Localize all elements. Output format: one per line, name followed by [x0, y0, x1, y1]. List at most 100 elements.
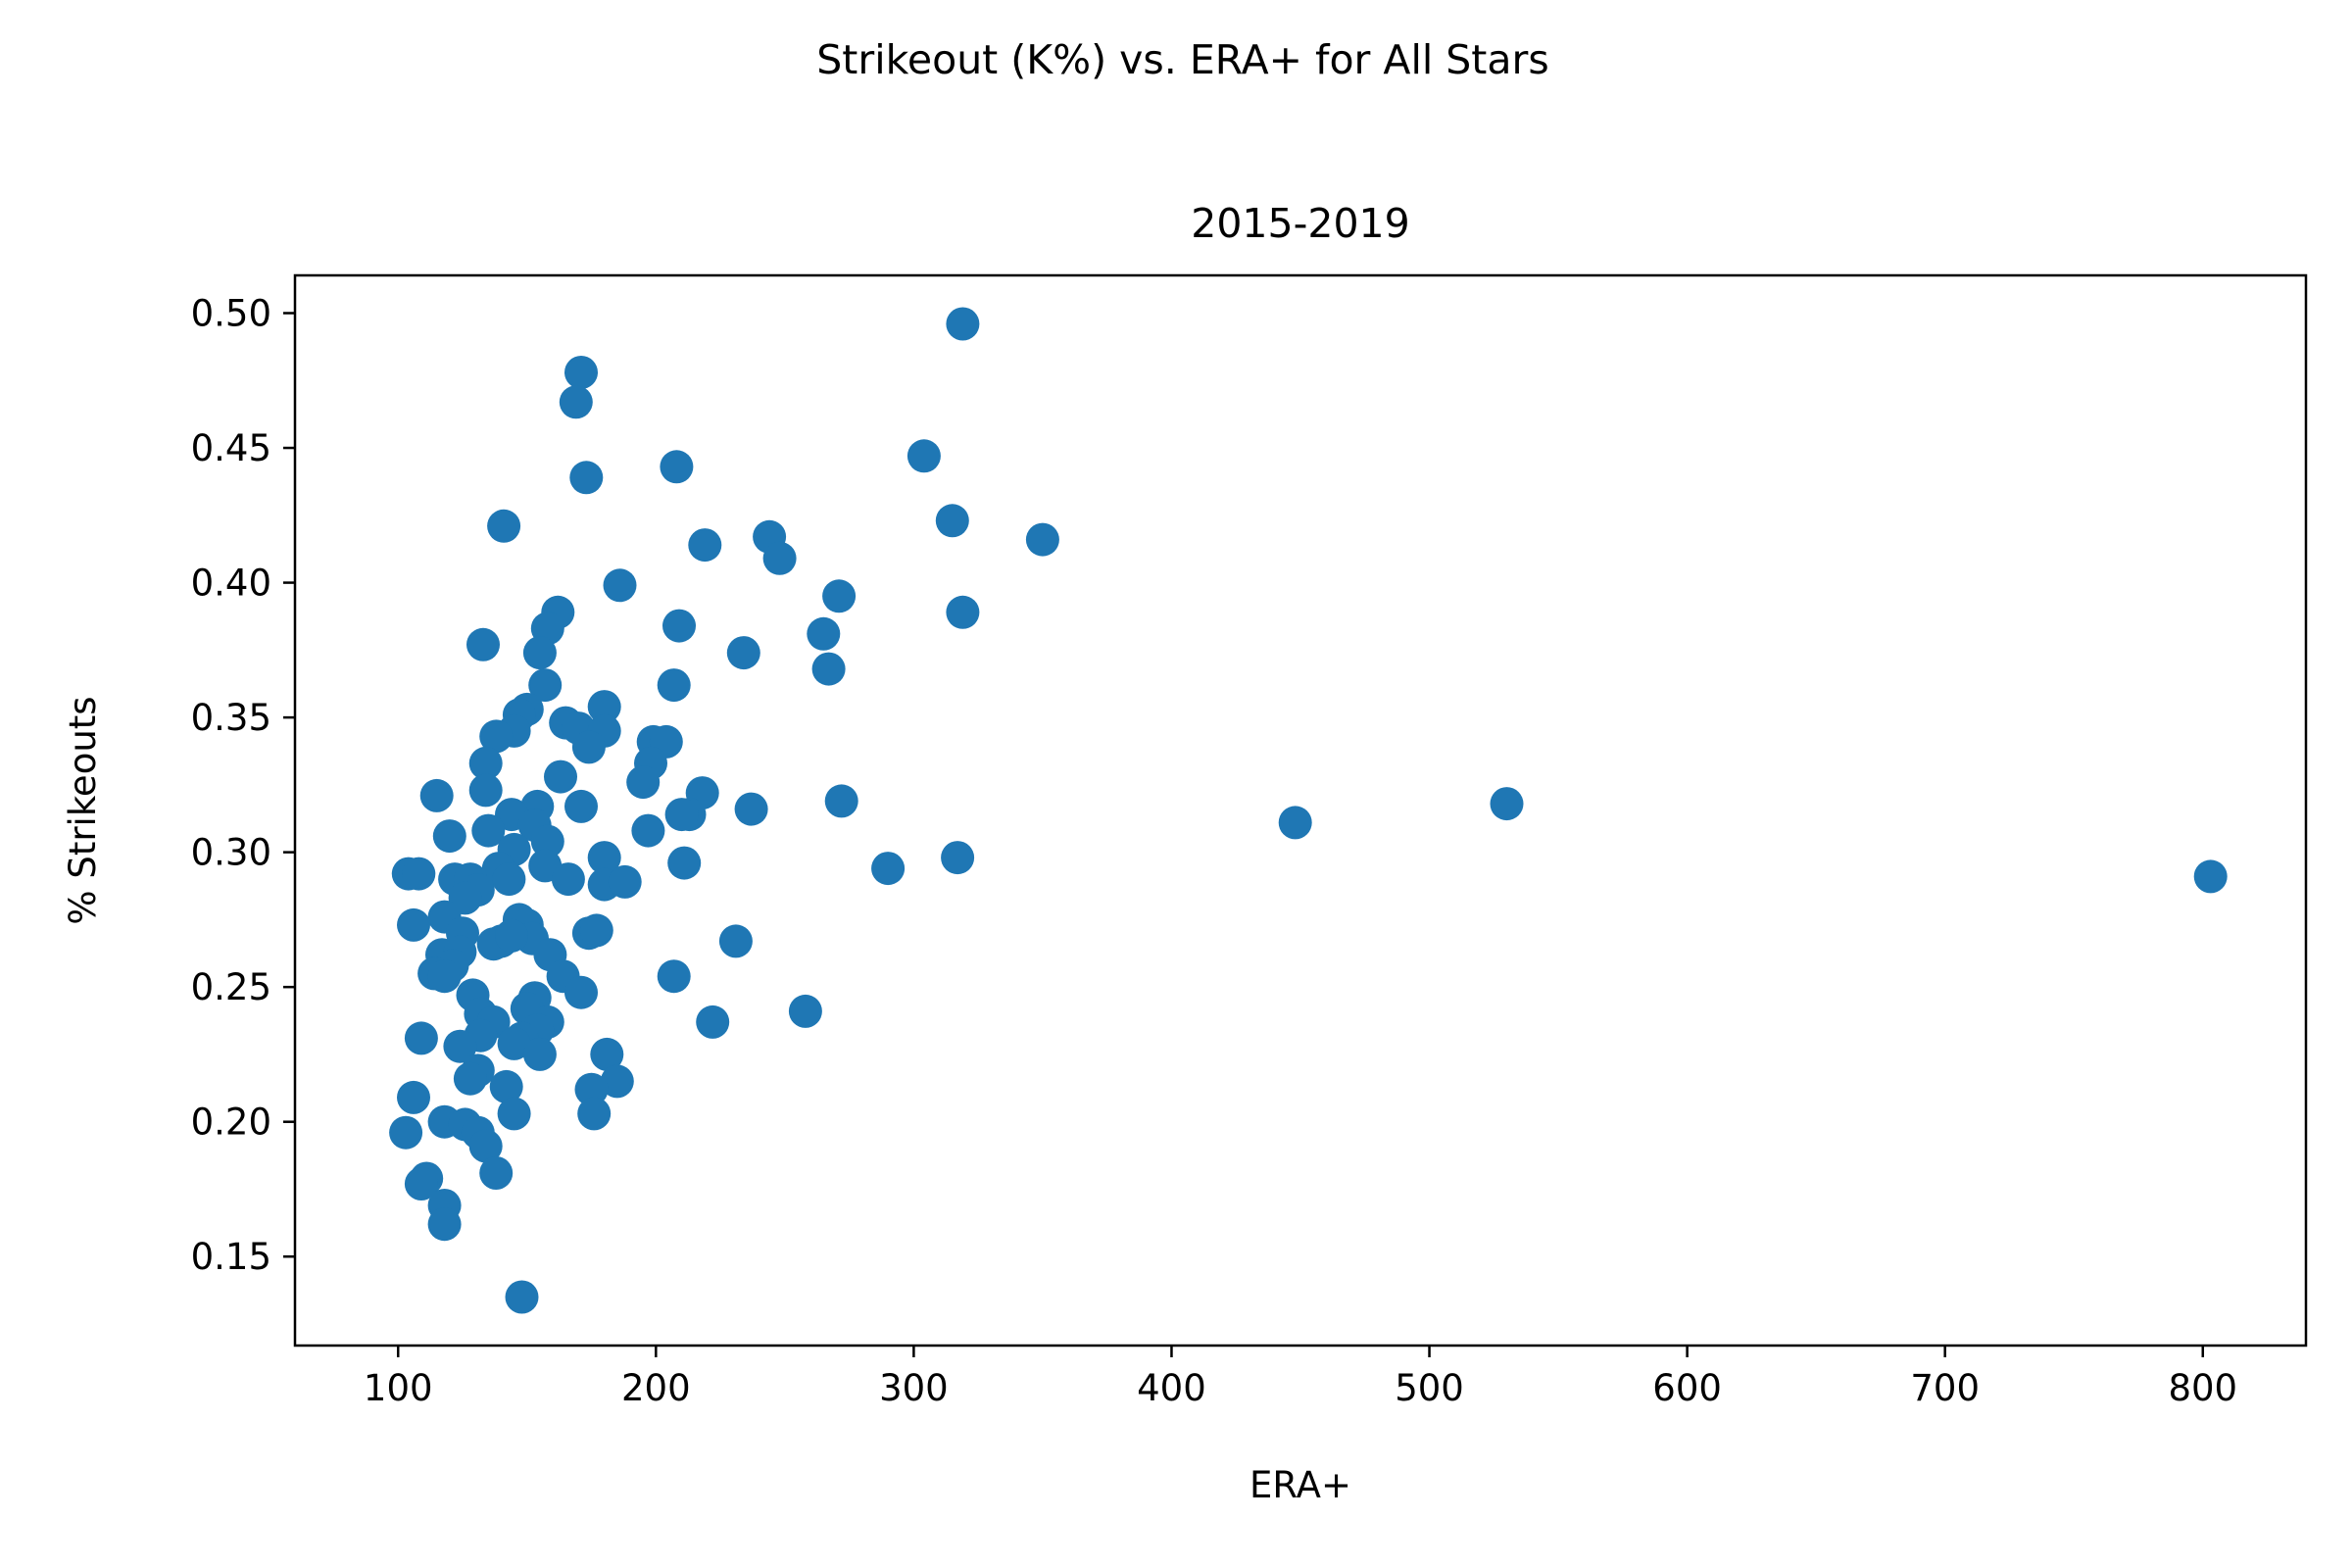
data-point — [718, 924, 753, 958]
data-point — [505, 1280, 539, 1314]
x-tick-label: 700 — [1910, 1367, 1980, 1409]
data-point — [389, 1115, 423, 1150]
data-point — [1490, 787, 1524, 821]
data-point — [564, 789, 598, 823]
data-point — [631, 813, 665, 848]
data-point — [564, 356, 598, 389]
data-point — [479, 1156, 514, 1190]
data-point — [726, 636, 760, 670]
plot-area — [293, 273, 2308, 1348]
data-point — [453, 1061, 487, 1096]
data-point — [466, 627, 500, 662]
data-point — [571, 730, 606, 764]
data-point — [427, 959, 462, 994]
data-point — [664, 798, 699, 832]
data-point — [497, 1026, 531, 1060]
data-point — [492, 862, 526, 897]
y-tick-label: 0.40 — [191, 563, 271, 605]
data-point — [603, 568, 637, 603]
data-point — [608, 864, 642, 899]
x-tick-label: 800 — [2168, 1367, 2237, 1409]
data-point — [600, 1064, 634, 1099]
data-point — [734, 792, 768, 826]
data-point — [667, 846, 702, 880]
data-point — [871, 852, 906, 886]
x-axis-label: ERA+ — [1250, 1464, 1351, 1506]
y-tick-label: 0.45 — [191, 427, 271, 469]
figure-suptitle: Strikeout (K%) vs. ERA+ for All Stars — [816, 36, 1548, 83]
data-point — [530, 824, 564, 858]
data-point — [657, 668, 691, 703]
data-point — [590, 1037, 624, 1071]
data-point — [551, 862, 585, 897]
y-tick-label: 0.30 — [191, 832, 271, 874]
data-point — [574, 1072, 609, 1106]
x-axis-ticks: 100 200 300 400 500 600 700 800 — [364, 1346, 2237, 1409]
data-point — [404, 1021, 438, 1055]
x-tick-label: 400 — [1137, 1367, 1206, 1409]
data-point — [579, 913, 613, 948]
data-point — [946, 595, 980, 629]
data-point — [762, 541, 797, 575]
data-point — [587, 841, 621, 875]
data-point — [468, 1129, 503, 1163]
y-tick-label: 0.20 — [191, 1102, 271, 1144]
data-point — [559, 385, 593, 419]
data-point — [468, 773, 503, 808]
x-tick-label: 600 — [1652, 1367, 1722, 1409]
data-point — [807, 616, 841, 651]
y-tick-label: 0.25 — [191, 966, 271, 1008]
data-point — [1025, 522, 1059, 557]
x-tick-label: 200 — [621, 1367, 691, 1409]
data-point — [811, 652, 846, 686]
data-point — [427, 1207, 462, 1242]
x-tick-label: 100 — [364, 1367, 433, 1409]
data-point — [935, 504, 969, 538]
data-point — [587, 690, 621, 724]
data-point — [432, 819, 466, 854]
y-tick-label: 0.35 — [191, 697, 271, 739]
y-tick-label: 0.15 — [191, 1236, 271, 1278]
y-axis-ticks: 0.15 0.20 0.25 0.30 0.35 0.40 0.45 0.50 — [191, 293, 295, 1278]
chart-title: 2015-2019 — [1191, 200, 1409, 247]
data-point — [468, 746, 503, 780]
x-tick-label: 500 — [1395, 1367, 1464, 1409]
data-point — [569, 461, 604, 495]
data-point — [946, 307, 980, 341]
data-point — [487, 509, 521, 543]
data-point — [495, 918, 528, 953]
data-point — [906, 439, 941, 473]
data-point — [397, 907, 430, 942]
data-point — [489, 1069, 523, 1103]
data-point — [544, 760, 577, 794]
data-point — [564, 975, 598, 1009]
data-points — [389, 307, 2228, 1314]
y-axis-label: % Strikeouts — [62, 696, 104, 924]
data-point — [404, 1167, 438, 1200]
data-point — [662, 609, 696, 643]
data-point — [657, 959, 691, 994]
data-point — [822, 579, 857, 613]
data-point — [479, 719, 514, 754]
data-point — [497, 1097, 531, 1131]
data-point — [788, 994, 822, 1028]
data-point — [941, 841, 975, 875]
data-point — [2193, 859, 2228, 894]
data-point — [522, 1037, 557, 1071]
data-point — [402, 857, 436, 891]
data-point — [443, 1029, 477, 1063]
data-point — [419, 778, 454, 812]
data-point — [528, 668, 563, 703]
data-point — [397, 1080, 430, 1114]
data-point — [688, 528, 722, 563]
x-tick-label: 300 — [879, 1367, 949, 1409]
data-point — [577, 1097, 612, 1131]
data-point — [1278, 806, 1312, 840]
data-point — [696, 1004, 730, 1039]
data-point — [626, 765, 661, 800]
data-point — [471, 813, 506, 848]
data-point — [824, 784, 858, 818]
data-point — [522, 636, 557, 670]
